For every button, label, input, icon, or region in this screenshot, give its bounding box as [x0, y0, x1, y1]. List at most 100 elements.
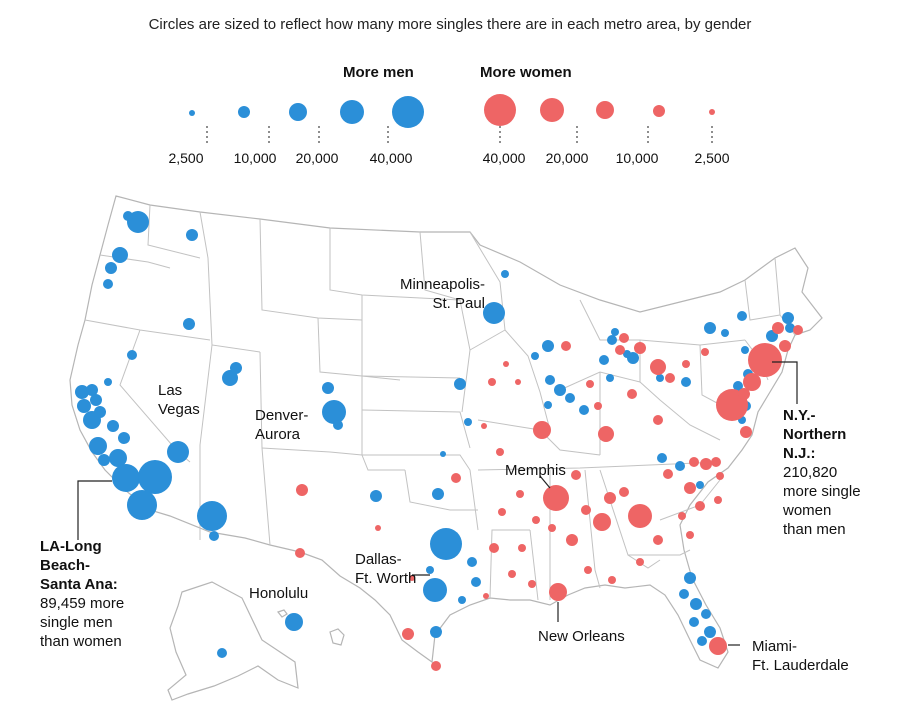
metro-circle-women	[586, 380, 594, 388]
metro-circle-men	[454, 378, 466, 390]
callout-title-line: N.J.:	[783, 445, 816, 462]
label-line: Ft. Lauderdale	[752, 657, 849, 674]
metro-circle-men	[464, 418, 472, 426]
label-line: Vegas	[158, 401, 200, 418]
metro-circle-men	[118, 432, 130, 444]
legend-circles	[189, 94, 715, 128]
metro-circle-women	[295, 548, 305, 558]
metro-circle-women	[548, 524, 556, 532]
metro-circle-men	[656, 374, 664, 382]
metro-circle-men	[426, 566, 434, 574]
metro-circle-women	[402, 628, 414, 640]
metro-circle-women	[650, 359, 666, 375]
metro-circle-women	[689, 457, 699, 467]
label-line: Las	[158, 382, 183, 399]
metro-circle-men	[579, 405, 589, 415]
metro-circle-men	[322, 382, 334, 394]
alaska-outline	[167, 581, 299, 701]
legend-value: 2,500	[694, 150, 730, 166]
metro-circle-women	[488, 378, 496, 386]
metro-circle-women	[549, 583, 567, 601]
metro-circle-men	[785, 323, 795, 333]
metro-circle-men	[333, 420, 343, 430]
metro-circle-women	[584, 566, 592, 574]
metro-circle-men	[565, 393, 575, 403]
metro-circle-men	[458, 596, 466, 604]
callout-desc-line: women	[783, 502, 832, 519]
metro-circle-men	[606, 374, 614, 382]
metro-circle-women	[515, 379, 521, 385]
metro-circle-men	[483, 302, 505, 324]
metro-circle-men	[430, 528, 462, 560]
callout-title-line: N.Y.-	[783, 407, 816, 424]
subtitle: Circles are sized to reflect how many mo…	[148, 16, 752, 33]
metro-circle-men	[440, 451, 446, 457]
callout-desc-line: more single	[783, 483, 861, 500]
metro-circle-men	[542, 340, 554, 352]
metro-circle-women	[634, 342, 646, 354]
metro-circle-women	[593, 513, 611, 531]
metro-circle-women	[451, 473, 461, 483]
metro-circle-men	[322, 400, 346, 424]
metro-circle-men	[782, 312, 794, 324]
metro-circle-women	[566, 534, 578, 546]
metro-circle-women	[496, 448, 504, 456]
callout-desc-line: than women	[40, 633, 122, 650]
legend-value: 10,000	[233, 150, 277, 166]
metro-circle-men	[90, 394, 102, 406]
legend-value: 10,000	[615, 150, 659, 166]
metro-circle-men	[222, 370, 238, 386]
metro-circle-women	[543, 485, 569, 511]
metro-circle-men	[98, 454, 110, 466]
metro-circle-women	[571, 470, 581, 480]
metro-circle-men	[733, 381, 743, 391]
metro-circle-men	[138, 460, 172, 494]
metro-circle-women	[375, 525, 381, 531]
metro-circle-women	[700, 458, 712, 470]
metro-circle-men	[599, 355, 609, 365]
label-las-vegas: Las Vegas	[158, 381, 200, 419]
metro-circle-men	[704, 626, 716, 638]
metro-circle-women	[528, 580, 536, 588]
legend-value: 40,000	[369, 150, 413, 166]
metro-circle-men	[423, 578, 447, 602]
metro-circle-men	[657, 453, 667, 463]
legend-heading-women: More women	[480, 64, 572, 81]
metro-circle-women	[684, 482, 696, 494]
metro-circle-women	[743, 373, 761, 391]
metro-circle-men	[430, 626, 442, 638]
callout-title-line: Beach-	[40, 557, 91, 574]
metro-circle-men	[167, 441, 189, 463]
legend-value: 20,000	[295, 150, 339, 166]
label-line: Dallas-	[355, 551, 402, 568]
contiguous-us-outline	[69, 195, 823, 669]
metro-circle-men	[696, 481, 704, 489]
metro-circle-men	[230, 362, 242, 374]
metro-circle-men	[471, 577, 481, 587]
metro-circle-men	[86, 384, 98, 396]
metro-circle-men	[432, 488, 444, 500]
callout-desc-line: than men	[783, 521, 846, 538]
metro-circle-men	[675, 461, 685, 471]
callout-desc-line: 210,820	[783, 464, 838, 481]
metro-circle-men	[109, 449, 127, 467]
metro-circle-men	[501, 270, 509, 278]
metro-circle-women	[532, 516, 540, 524]
legend-circle-women-20000	[540, 98, 564, 122]
callout-title-line: Northern	[783, 426, 847, 443]
metro-circle-men	[623, 350, 631, 358]
metro-circle-men	[689, 617, 699, 627]
metro-circle-men	[186, 229, 198, 241]
legend-value: 20,000	[545, 150, 589, 166]
metro-circle-women	[695, 501, 705, 511]
label-line: Ft. Worth	[355, 570, 417, 587]
metro-circle-women	[665, 373, 675, 383]
metro-circle-women	[740, 426, 752, 438]
metro-circle-women	[619, 487, 629, 497]
label-line: Miami-	[752, 638, 797, 655]
metro-circle-women	[701, 348, 709, 356]
metro-circle-men	[105, 262, 117, 274]
label-line: New Orleans	[538, 628, 625, 645]
metro-circle-women	[518, 544, 526, 552]
